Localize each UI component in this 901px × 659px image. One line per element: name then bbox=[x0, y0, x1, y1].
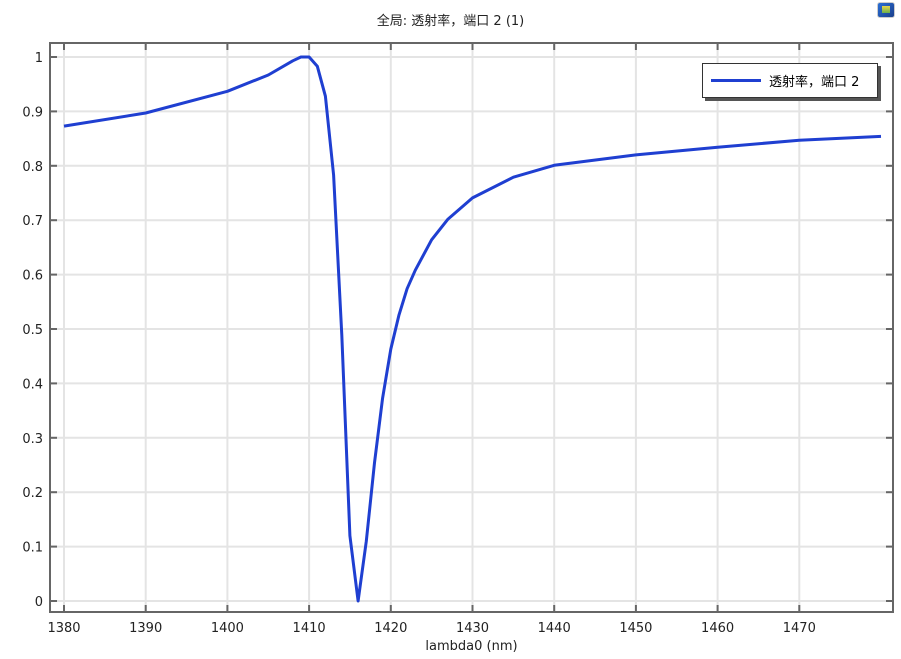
x-tick-label: 1410 bbox=[293, 621, 326, 636]
x-tick-label: 1440 bbox=[538, 621, 571, 636]
axes-frame bbox=[49, 42, 894, 613]
y-tick-label: 0.1 bbox=[22, 541, 43, 556]
y-tick-label: 0.3 bbox=[22, 432, 43, 447]
y-tick-label: 0.6 bbox=[22, 269, 43, 284]
x-tick-label: 1430 bbox=[456, 621, 489, 636]
x-tick-label: 1400 bbox=[211, 621, 244, 636]
y-tick-label: 0.4 bbox=[22, 377, 43, 392]
x-tick-label: 1470 bbox=[783, 621, 816, 636]
y-tick-label: 0.7 bbox=[22, 214, 43, 229]
legend-label: 透射率，端口 2 bbox=[769, 75, 860, 90]
x-tick-label: 1380 bbox=[47, 621, 80, 636]
x-tick-label: 1420 bbox=[374, 621, 407, 636]
y-tick-label: 0.2 bbox=[22, 486, 43, 501]
y-tick-label: 0 bbox=[35, 595, 43, 610]
y-tick-label: 0.8 bbox=[22, 160, 43, 175]
y-tick-label: 0.5 bbox=[22, 323, 43, 338]
series-line bbox=[63, 55, 882, 603]
chart-title: 全局: 透射率，端口 2 (1) bbox=[376, 14, 525, 29]
x-tick-label: 1390 bbox=[129, 621, 162, 636]
x-tick-label: 1460 bbox=[701, 621, 734, 636]
y-tick-label: 0.9 bbox=[22, 105, 43, 120]
x-axis-label: lambda0 (nm) bbox=[425, 639, 518, 654]
y-tick-label: 1 bbox=[35, 51, 43, 66]
app-logo-icon bbox=[877, 2, 895, 18]
legend-swatch bbox=[711, 79, 761, 82]
legend: 透射率，端口 2 bbox=[702, 63, 878, 98]
x-tick-label: 1450 bbox=[619, 621, 652, 636]
